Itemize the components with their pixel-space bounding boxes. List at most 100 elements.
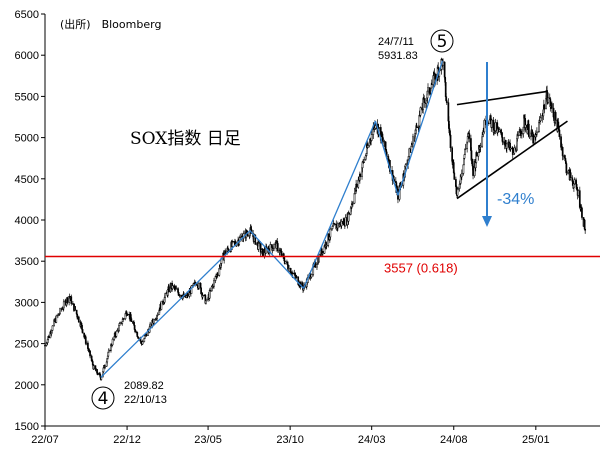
y-tick-label: 4000 [15,215,39,227]
candle-body [464,148,466,155]
candle-body [261,248,264,257]
candle-body [208,290,211,299]
candle-body [382,137,384,142]
candle-body [280,250,283,256]
candle-body [569,172,572,179]
candle-body [528,136,531,138]
wave-line [249,230,305,289]
candle-body [501,132,503,138]
y-tick-label: 5000 [15,133,39,145]
candle-body [423,98,426,104]
candle-body [66,297,69,303]
candle-body [190,285,193,294]
candle-body [51,325,54,331]
candle-body [479,145,482,148]
y-tick-label: 2500 [15,339,39,351]
source-label: (出所) Bloomberg [60,17,161,31]
candle-body [76,313,79,318]
candle-body [539,117,542,121]
decline-arrowhead [482,216,492,227]
candle-body [85,342,88,344]
x-tick-label: 22/07 [31,434,59,446]
candle-body [475,152,478,157]
candle-body [322,250,324,254]
y-tick-label: 3000 [15,297,39,309]
candle-body [243,231,245,234]
candle-body [462,164,465,174]
low-value: 2089.82 [124,380,164,392]
candle-body [481,136,484,147]
candle-body [258,241,260,244]
candle-body [340,221,343,227]
candle-body [374,125,377,129]
candle-body [47,336,50,339]
candle-body [273,244,275,249]
candle-body [543,104,546,110]
wave5-label: 5 [437,32,448,52]
candle-body [62,301,65,309]
candle-body [384,141,387,150]
candle-body [419,107,422,116]
candle-body [96,372,99,375]
candle-body [509,147,512,150]
candle-body [89,350,91,357]
candle-body [111,339,114,346]
candle-body [415,125,418,128]
candle-body [74,306,76,311]
candle-body [558,129,561,137]
candle-body [584,228,587,231]
candle-body [348,212,350,215]
candle-body [325,245,328,247]
candle-body [171,285,174,289]
candle-body [115,330,118,337]
candle-body [164,293,167,298]
y-tick-labels: 6500 6000 5500 5000 4500 4000 3500 3000 2500 2000… [15,9,45,433]
x-tick-label: 25/01 [522,434,550,446]
candle-body [367,145,369,148]
candle-body [333,223,335,225]
wave-line [100,230,251,378]
candle-body [92,365,95,370]
candle-body [168,286,170,293]
decline-percent: -34% [497,191,534,208]
candle-body [205,299,208,301]
candle-body [329,228,332,238]
candle-body [538,121,540,132]
candle-body [554,112,557,121]
candle-body [276,243,279,252]
candle-body [59,308,61,314]
candle-body [477,152,480,157]
candle-body [231,241,234,243]
candle-body [370,134,373,141]
candle-body [449,134,452,149]
candle-body [160,300,163,310]
candle-body [451,147,453,162]
triangle-lines [456,90,568,200]
candle-body [521,133,523,135]
candle-body [77,316,80,323]
candle-body [107,349,110,353]
wave-line [374,120,399,196]
candle-body [295,276,298,278]
chart-title: SOX指数 日足 [130,129,241,149]
candle-body [119,322,121,324]
candle-body [577,190,580,196]
candle-body [524,124,527,128]
candle-body [118,325,120,332]
candle-body [470,150,473,161]
wave-line [302,120,377,289]
candle-body [201,295,204,298]
candle-body [213,280,215,287]
candle-body [566,172,568,174]
candle-body [378,127,381,130]
triangle-line [456,90,548,106]
candle-body [271,244,273,248]
candle-body [427,87,429,92]
candle-body [284,261,287,264]
candle-body [489,115,492,121]
candle-body [80,322,83,326]
candle-body [209,290,212,292]
candle-body [133,322,135,326]
candle-body [527,123,530,137]
candle-body [506,143,508,149]
